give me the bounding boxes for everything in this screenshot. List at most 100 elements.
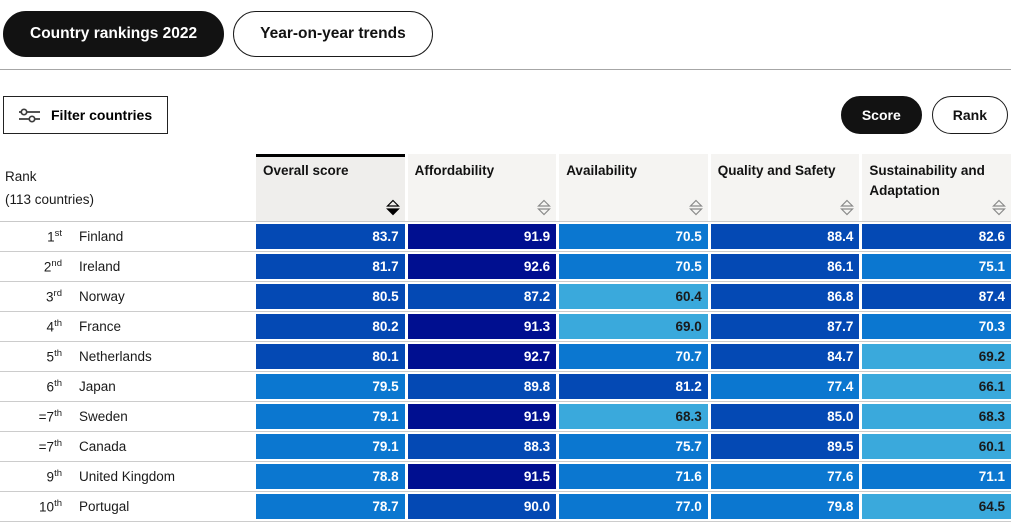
rank-cell: 4th xyxy=(46,318,62,335)
sort-arrows-icon[interactable] xyxy=(992,199,1006,216)
score-cell: 79.1 xyxy=(256,404,405,429)
table-header: Rank (113 countries) Overall score Afford… xyxy=(0,154,1011,222)
column-header-label: Affordability xyxy=(414,163,495,178)
score-cell: 80.5 xyxy=(256,284,405,309)
column-header-label: Overall score xyxy=(263,163,349,178)
row-label: =7th Sweden xyxy=(0,408,256,425)
row-label: 2nd Ireland xyxy=(0,258,256,275)
score-cell: 88.4 xyxy=(710,224,860,249)
score-rank-toggle: Score Rank xyxy=(840,96,1008,134)
tab-country-rankings-2022[interactable]: Country rankings 2022 xyxy=(3,11,225,57)
score-cell: 69.2 xyxy=(862,344,1011,369)
country-name: Canada xyxy=(79,439,127,454)
score-cell: 80.1 xyxy=(256,344,405,369)
rank-cell: =7th xyxy=(38,408,62,425)
row-score-cells: 79.1 91.9 68.3 85.0 68.3 xyxy=(256,402,1011,431)
score-cell: 60.4 xyxy=(559,284,708,309)
row-score-cells: 78.8 91.5 71.6 77.6 71.1 xyxy=(256,462,1011,491)
country-name: United Kingdom xyxy=(79,469,176,484)
score-cell: 71.6 xyxy=(559,464,708,489)
sort-arrows-icon[interactable] xyxy=(537,199,552,216)
rank-cell: =7th xyxy=(38,438,62,455)
score-cell: 81.2 xyxy=(559,374,708,399)
column-header-overall-score[interactable]: Overall score xyxy=(256,154,405,221)
sliders-icon xyxy=(19,106,40,125)
rank-cell: 10th xyxy=(39,498,62,515)
column-header-quality-and-safety[interactable]: Quality and Safety xyxy=(710,154,860,221)
score-cell: 92.7 xyxy=(407,344,557,369)
score-cell: 91.9 xyxy=(407,224,557,249)
score-cell: 90.0 xyxy=(407,494,557,519)
score-cell: 91.5 xyxy=(407,464,557,489)
table-row-ireland: 2nd Ireland 81.7 92.6 70.5 86.1 75.1 xyxy=(0,252,1011,282)
column-header-availability[interactable]: Availability xyxy=(559,154,708,221)
row-label: 10th Portugal xyxy=(0,498,256,515)
row-score-cells: 78.7 90.0 77.0 79.8 64.5 xyxy=(256,492,1011,521)
score-cell: 68.3 xyxy=(862,404,1011,429)
column-header-label: Sustainability and Adaptation xyxy=(869,163,985,199)
filter-countries-button[interactable]: Filter countries xyxy=(3,96,169,134)
score-cell: 86.8 xyxy=(710,284,860,309)
sort-arrows-icon[interactable] xyxy=(385,199,400,216)
score-cell: 91.3 xyxy=(407,314,557,339)
score-cell: 75.7 xyxy=(559,434,708,459)
row-label: 4th France xyxy=(0,318,256,335)
row-score-cells: 80.5 87.2 60.4 86.8 87.4 xyxy=(256,282,1011,311)
score-cell: 69.0 xyxy=(559,314,708,339)
row-score-cells: 81.7 92.6 70.5 86.1 75.1 xyxy=(256,252,1011,281)
score-cell: 70.7 xyxy=(559,344,708,369)
view-tabs: Country rankings 2022 Year-on-year trend… xyxy=(0,0,1011,70)
sort-arrows-icon[interactable] xyxy=(688,199,703,216)
row-score-cells: 80.2 91.3 69.0 87.7 70.3 xyxy=(256,312,1011,341)
tab-year-on-year-trends[interactable]: Year-on-year trends xyxy=(233,11,433,57)
rank-cell: 9th xyxy=(46,468,62,485)
score-cell: 70.3 xyxy=(862,314,1011,339)
rank-header-line2: (113 countries) xyxy=(5,192,95,208)
row-score-cells: 83.7 91.9 70.5 88.4 82.6 xyxy=(256,222,1011,251)
score-cell: 91.9 xyxy=(407,404,557,429)
rank-cell: 3rd xyxy=(46,288,62,305)
score-cell: 79.5 xyxy=(256,374,405,399)
table-row-netherlands: 5th Netherlands 80.1 92.7 70.7 84.7 69.2 xyxy=(0,342,1011,372)
score-cell: 66.1 xyxy=(862,374,1011,399)
country-name: Netherlands xyxy=(79,349,152,364)
country-name: Japan xyxy=(79,379,116,394)
score-cell: 87.2 xyxy=(407,284,557,309)
score-cell: 77.4 xyxy=(710,374,860,399)
table-row-united-kingdom: 9th United Kingdom 78.8 91.5 71.6 77.6 71.1 xyxy=(0,462,1011,492)
score-cell: 78.8 xyxy=(256,464,405,489)
score-cell: 86.1 xyxy=(710,254,860,279)
score-cell: 78.7 xyxy=(256,494,405,519)
filter-countries-label: Filter countries xyxy=(51,107,153,123)
table-row-norway: 3rd Norway 80.5 87.2 60.4 86.8 87.4 xyxy=(0,282,1011,312)
score-cell: 89.8 xyxy=(407,374,557,399)
column-header-label: Quality and Safety xyxy=(717,163,836,178)
column-header-sustainability-and-adaptation[interactable]: Sustainability and Adaptation xyxy=(862,154,1011,221)
row-label: 3rd Norway xyxy=(0,288,256,305)
score-cell: 80.2 xyxy=(256,314,405,339)
score-cell: 77.0 xyxy=(559,494,708,519)
score-cell: 79.1 xyxy=(256,434,405,459)
score-cell: 88.3 xyxy=(407,434,557,459)
column-header-affordability[interactable]: Affordability xyxy=(407,154,557,221)
score-cell: 89.5 xyxy=(710,434,860,459)
row-score-cells: 79.5 89.8 81.2 77.4 66.1 xyxy=(256,372,1011,401)
rankings-table-body: 1st Finland 83.7 91.9 70.5 88.4 82.6 2nd Ireland… xyxy=(0,222,1011,522)
score-cell: 87.4 xyxy=(862,284,1011,309)
rank-column-header: Rank (113 countries) xyxy=(0,154,256,221)
rank-header-line1: Rank xyxy=(5,169,37,185)
toggle-rank[interactable]: Rank xyxy=(931,96,1008,134)
row-score-cells: 80.1 92.7 70.7 84.7 69.2 xyxy=(256,342,1011,371)
table-row-japan: 6th Japan 79.5 89.8 81.2 77.4 66.1 xyxy=(0,372,1011,402)
score-cell: 75.1 xyxy=(862,254,1011,279)
sort-arrows-icon[interactable] xyxy=(840,199,855,216)
toggle-score[interactable]: Score xyxy=(840,96,922,134)
score-cell: 77.6 xyxy=(710,464,860,489)
row-label: 1st Finland xyxy=(0,228,256,245)
score-cell: 83.7 xyxy=(256,224,405,249)
rank-cell: 6th xyxy=(46,378,62,395)
score-cell: 84.7 xyxy=(710,344,860,369)
score-cell: 79.8 xyxy=(710,494,860,519)
score-cell: 81.7 xyxy=(256,254,405,279)
column-header-label: Availability xyxy=(566,163,637,178)
